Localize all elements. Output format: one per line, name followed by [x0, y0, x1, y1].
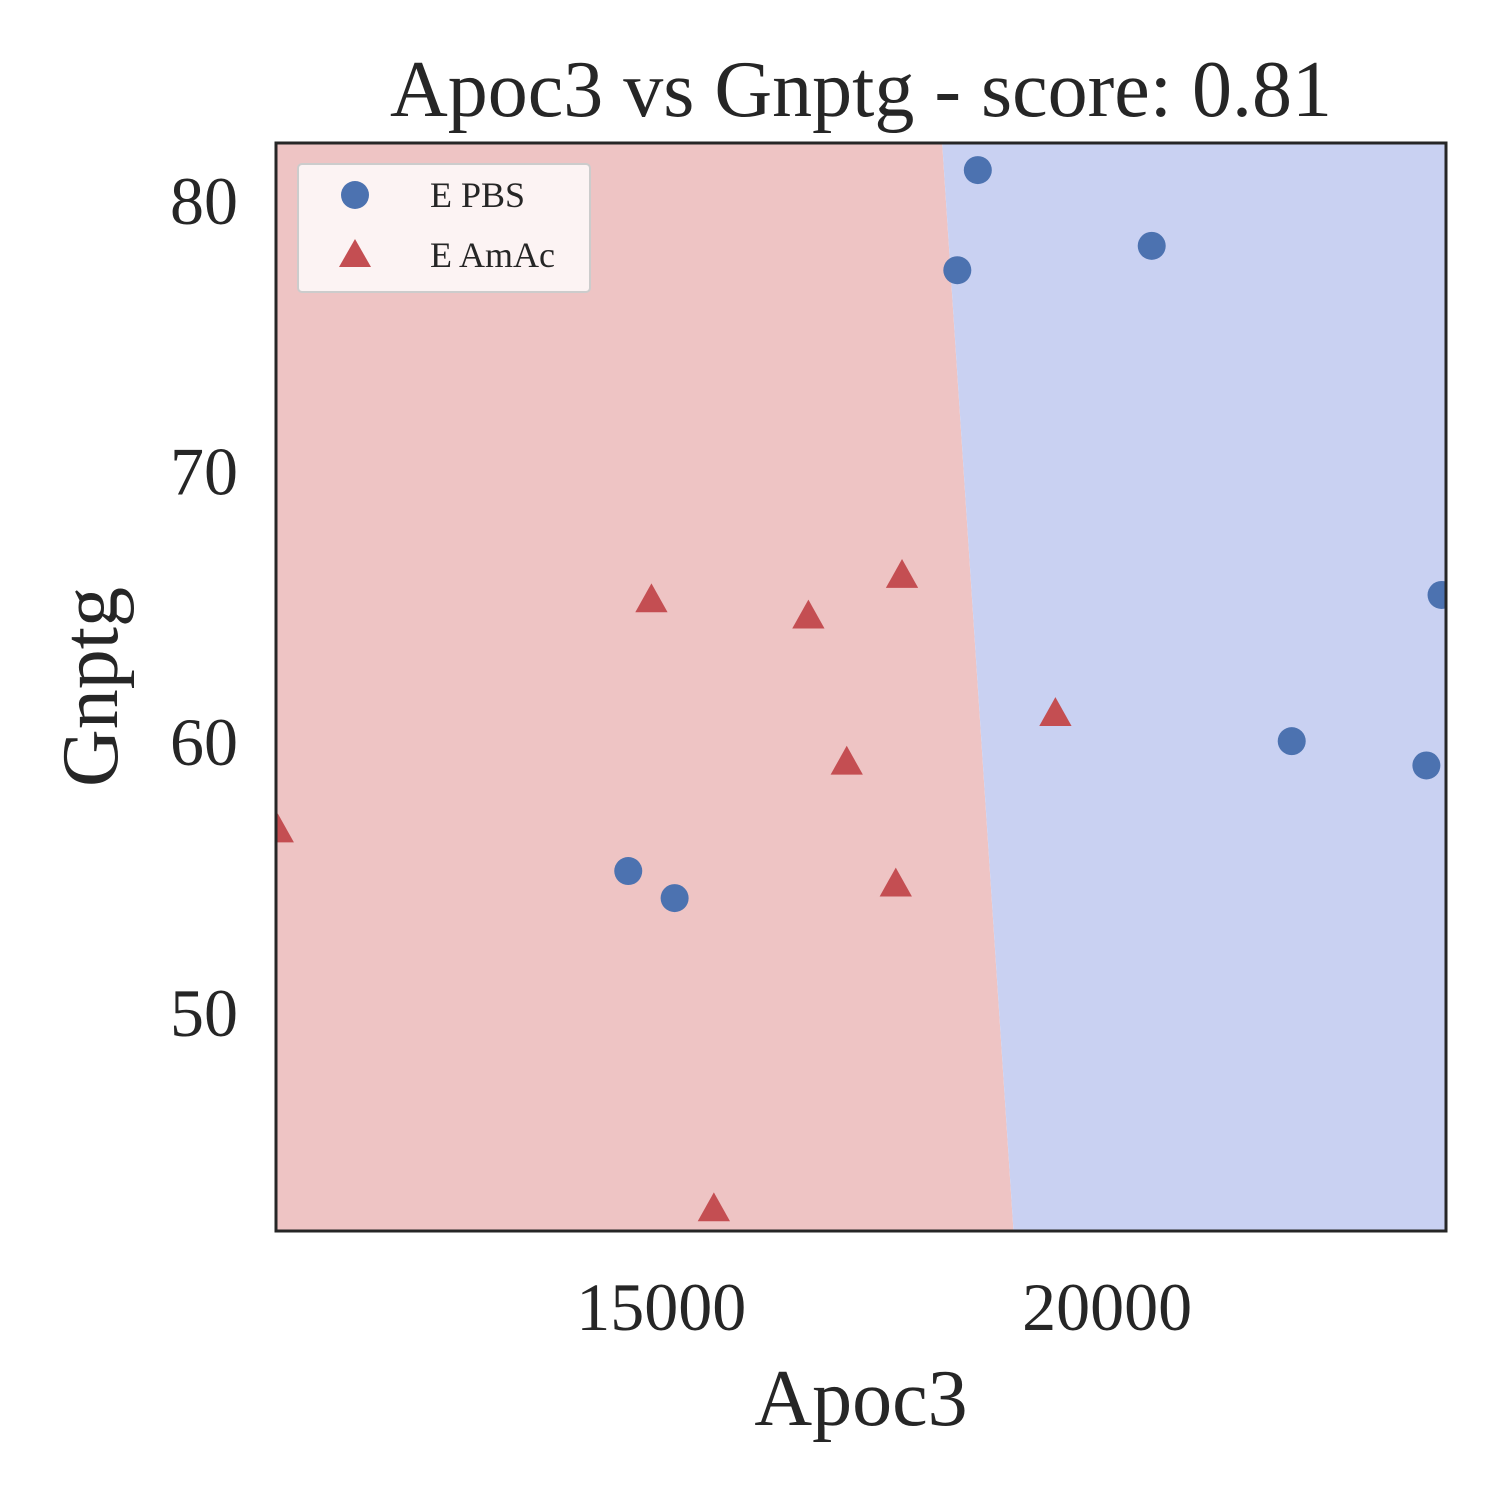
- y-axis-ticks: 50 60 70 80: [170, 163, 238, 1051]
- chart-title: Apoc3 vs Gnptg - score: 0.81: [390, 46, 1332, 134]
- x-tick-label: 15000: [576, 1269, 746, 1345]
- data-point-e-amac-1: [635, 583, 668, 613]
- y-tick-label: 70: [170, 433, 238, 509]
- legend-marker-e-amac: [339, 239, 371, 267]
- data-point-e-amac-4: [1039, 697, 1072, 726]
- data-point-e-pbs-3: [1137, 231, 1166, 260]
- x-axis-label: Apoc3: [754, 1355, 967, 1443]
- data-point-e-amac-2: [792, 599, 825, 629]
- legend-marker-e-pbs: [341, 181, 369, 209]
- data-point-e-pbs-1: [963, 156, 992, 185]
- decision-regions: [276, 143, 1446, 1231]
- legend: E PBS E AmAc: [297, 163, 591, 293]
- x-tick-label: 20000: [1022, 1269, 1192, 1345]
- data-point-e-pbs-7: [614, 857, 643, 886]
- data-point-e-pbs-6: [1412, 751, 1441, 780]
- data-point-e-pbs-5: [1277, 727, 1306, 756]
- y-tick-label: 80: [170, 163, 238, 239]
- data-points: [276, 156, 1446, 1222]
- data-point-e-pbs-2: [943, 256, 972, 285]
- data-point-e-amac-5: [830, 745, 863, 775]
- y-tick-label: 60: [170, 704, 238, 780]
- data-point-e-pbs-4: [1427, 580, 1446, 609]
- data-point-e-amac-3: [885, 559, 919, 588]
- data-point-e-pbs-8: [660, 884, 689, 913]
- x-axis-ticks: 15000 20000: [576, 1269, 1192, 1345]
- legend-box: [297, 163, 591, 293]
- region-e-amac: [276, 143, 1014, 1231]
- y-axis-label: Gnptg: [47, 587, 135, 787]
- legend-label-e-amac: E AmAc: [430, 235, 555, 275]
- legend-label-e-pbs: E PBS: [430, 175, 525, 215]
- data-point-e-amac-7: [879, 867, 912, 897]
- y-tick-label: 50: [170, 975, 238, 1051]
- data-point-e-amac-6: [276, 813, 294, 843]
- region-e-pbs: [942, 143, 1446, 1231]
- plot-frame: [274, 141, 1448, 1233]
- data-point-e-amac-8: [697, 1192, 731, 1222]
